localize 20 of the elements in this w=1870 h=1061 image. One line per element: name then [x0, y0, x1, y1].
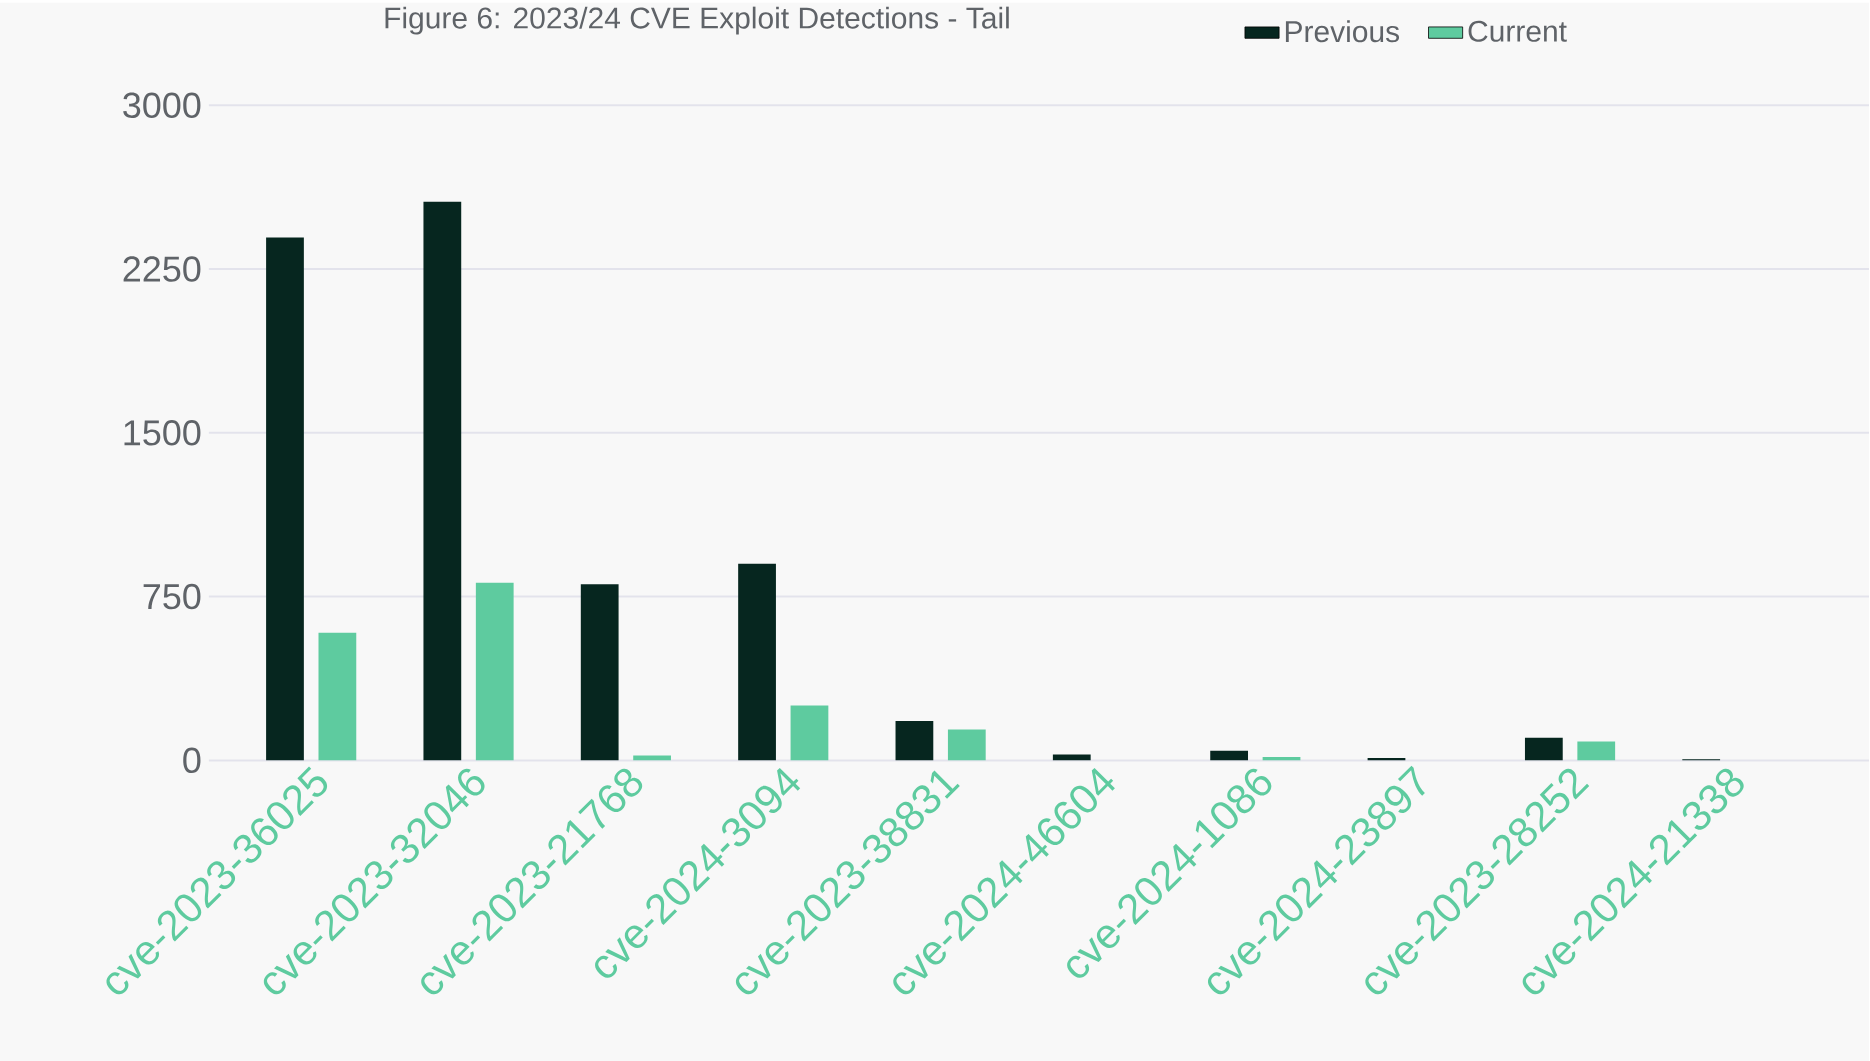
bar: [790, 705, 829, 761]
bar: [580, 584, 619, 761]
bar: [738, 563, 776, 761]
y-tick-label: 750: [143, 583, 201, 610]
bar: [266, 237, 304, 761]
bar: [318, 632, 357, 761]
y-tick-label: 1500: [124, 419, 201, 446]
bar: [895, 720, 934, 761]
chart-title: Figure 6: 2023/24 CVE Exploit Detections - Tail: [385, 6, 1009, 35]
legend-label: Current: [1468, 20, 1567, 42]
bar: [947, 729, 986, 761]
y-tick-label: 2250: [123, 256, 201, 282]
bar: [1524, 737, 1563, 761]
bar: [1577, 741, 1616, 761]
bar: [1210, 750, 1249, 761]
y-tick-label: 3000: [123, 92, 201, 118]
legend-label: Previous: [1285, 20, 1400, 43]
bar: [423, 201, 462, 761]
bar: [1052, 754, 1091, 761]
bar: [475, 582, 514, 761]
